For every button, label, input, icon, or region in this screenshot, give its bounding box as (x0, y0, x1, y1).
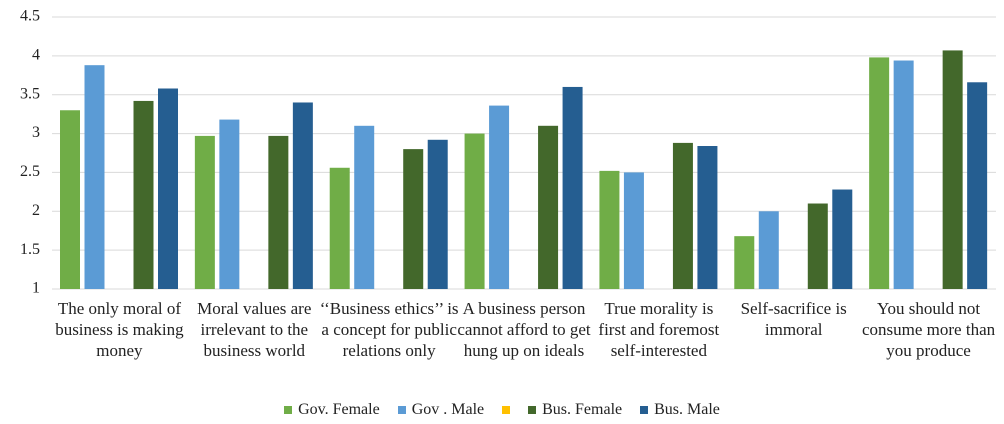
y-tick-label: 4.5 (20, 8, 40, 25)
x-tick-label: Self-sacrifice is immoral (740, 299, 847, 339)
bar (133, 100, 154, 289)
bar (60, 110, 80, 289)
bar (734, 236, 755, 289)
bar (893, 60, 914, 289)
legend-swatch (284, 406, 293, 414)
y-tick-label: 2 (32, 202, 40, 219)
bar (329, 167, 350, 289)
legend-item: Bus. Female (528, 400, 622, 420)
y-tick-label: 1.5 (20, 241, 40, 258)
x-tick-label: ‘‘Business ethics’’ is a concept for pub… (319, 299, 459, 360)
bar (697, 146, 718, 289)
bar (672, 142, 693, 289)
legend-swatch (528, 406, 537, 414)
x-tick-label: True morality is first and foremost self… (598, 299, 720, 360)
bar (194, 135, 215, 289)
x-tick-label: You should not consume more than you pro… (861, 299, 996, 360)
bar (807, 203, 828, 289)
bar (623, 172, 644, 289)
bar (219, 119, 240, 289)
bar (562, 86, 583, 289)
bar (354, 125, 375, 289)
bar (832, 189, 853, 289)
y-tick-label: 1 (32, 280, 40, 297)
x-tick-label: A business person cannot afford to get h… (457, 299, 591, 360)
legend-label: Bus. Female (542, 401, 623, 418)
bar (403, 149, 424, 289)
bar (292, 102, 313, 289)
x-tick-label: Moral values are irrelevant to the busin… (197, 299, 312, 360)
y-tick-label: 4 (32, 47, 40, 64)
bar (427, 139, 448, 289)
legend-item: Gov . Male (397, 400, 485, 420)
bar (758, 211, 779, 289)
legend-swatch (640, 406, 649, 414)
bar (538, 125, 559, 289)
legend-item (502, 400, 511, 420)
legend-item: Gov. Female (284, 400, 380, 420)
bar (599, 170, 620, 289)
y-tick-label: 2.5 (20, 163, 40, 180)
bar (268, 135, 289, 289)
legend-label: Gov . Male (411, 401, 485, 418)
legend-swatch (502, 406, 511, 414)
y-tick-label: 3.5 (20, 85, 40, 102)
y-tick-label: 3 (32, 124, 40, 141)
bar (489, 105, 510, 289)
bar (158, 88, 178, 289)
legend-swatch (397, 406, 406, 414)
x-tick-label: The only moral of business is making mon… (55, 299, 184, 360)
bar (869, 57, 890, 289)
bar (967, 82, 988, 289)
bar (84, 65, 105, 289)
legend: Gov. Female Gov . Male Bus. Female Bus. Mal… (0, 400, 1004, 420)
bar (464, 133, 485, 289)
bar (942, 50, 963, 289)
legend-item: Bus. Male (640, 400, 720, 420)
legend-label: Bus. Male (654, 401, 720, 418)
legend-label: Gov. Female (298, 401, 380, 418)
